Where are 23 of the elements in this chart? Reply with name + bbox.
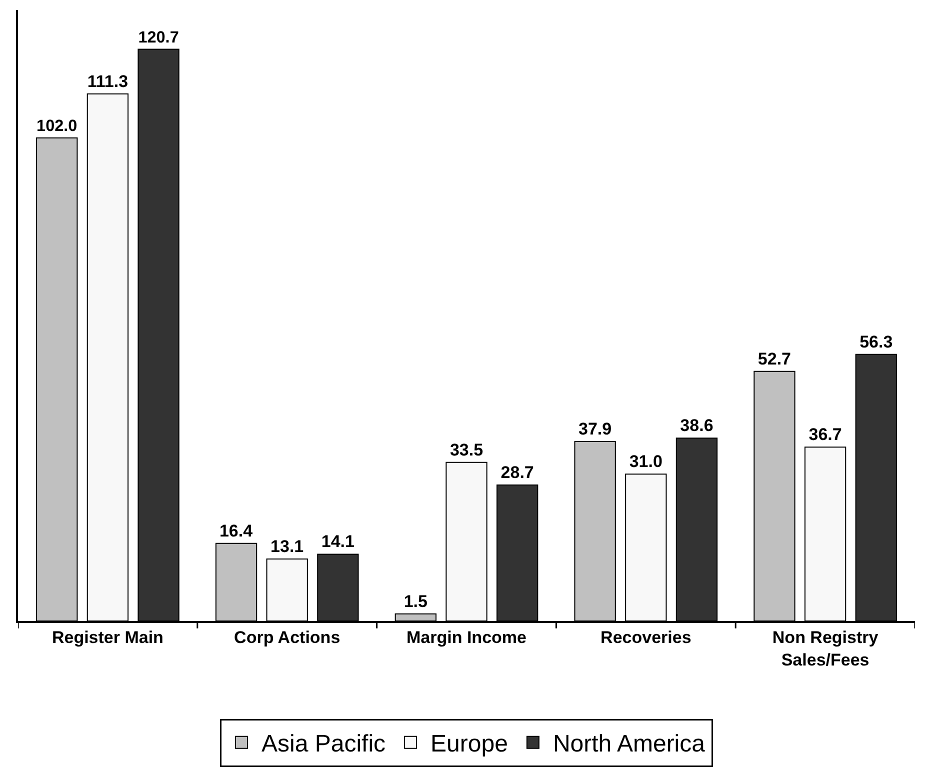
data-label: 38.6	[680, 416, 714, 436]
legend-label: Asia Pacific	[262, 730, 386, 758]
x-tick-label: Recoveries	[600, 628, 692, 648]
x-tick-label: Register Main	[52, 628, 164, 648]
data-label: 14.1	[321, 532, 354, 552]
x-tick-label: Margin Income	[406, 628, 526, 648]
data-label: 56.3	[860, 332, 893, 352]
data-label: 16.4	[219, 521, 254, 540]
data-label: 31.0	[629, 452, 662, 472]
legend-label: Europe	[430, 730, 508, 758]
data-label: 120.7	[138, 28, 179, 46]
data-label: 111.3	[87, 72, 128, 91]
data-label: 28.7	[500, 463, 534, 482]
x-tick-label: Non Registry Sales/Fees	[772, 628, 879, 670]
data-label: 102.0	[36, 117, 78, 136]
legend-label: North America	[552, 730, 706, 758]
data-label: 52.7	[758, 349, 792, 368]
x-tick-label: Corp Actions	[234, 628, 340, 648]
data-label: 1.5	[404, 592, 428, 611]
data-label: 37.9	[578, 419, 612, 438]
data-label: 13.1	[270, 536, 304, 556]
data-label: 36.7	[808, 425, 842, 444]
data-label: 33.5	[450, 440, 484, 460]
